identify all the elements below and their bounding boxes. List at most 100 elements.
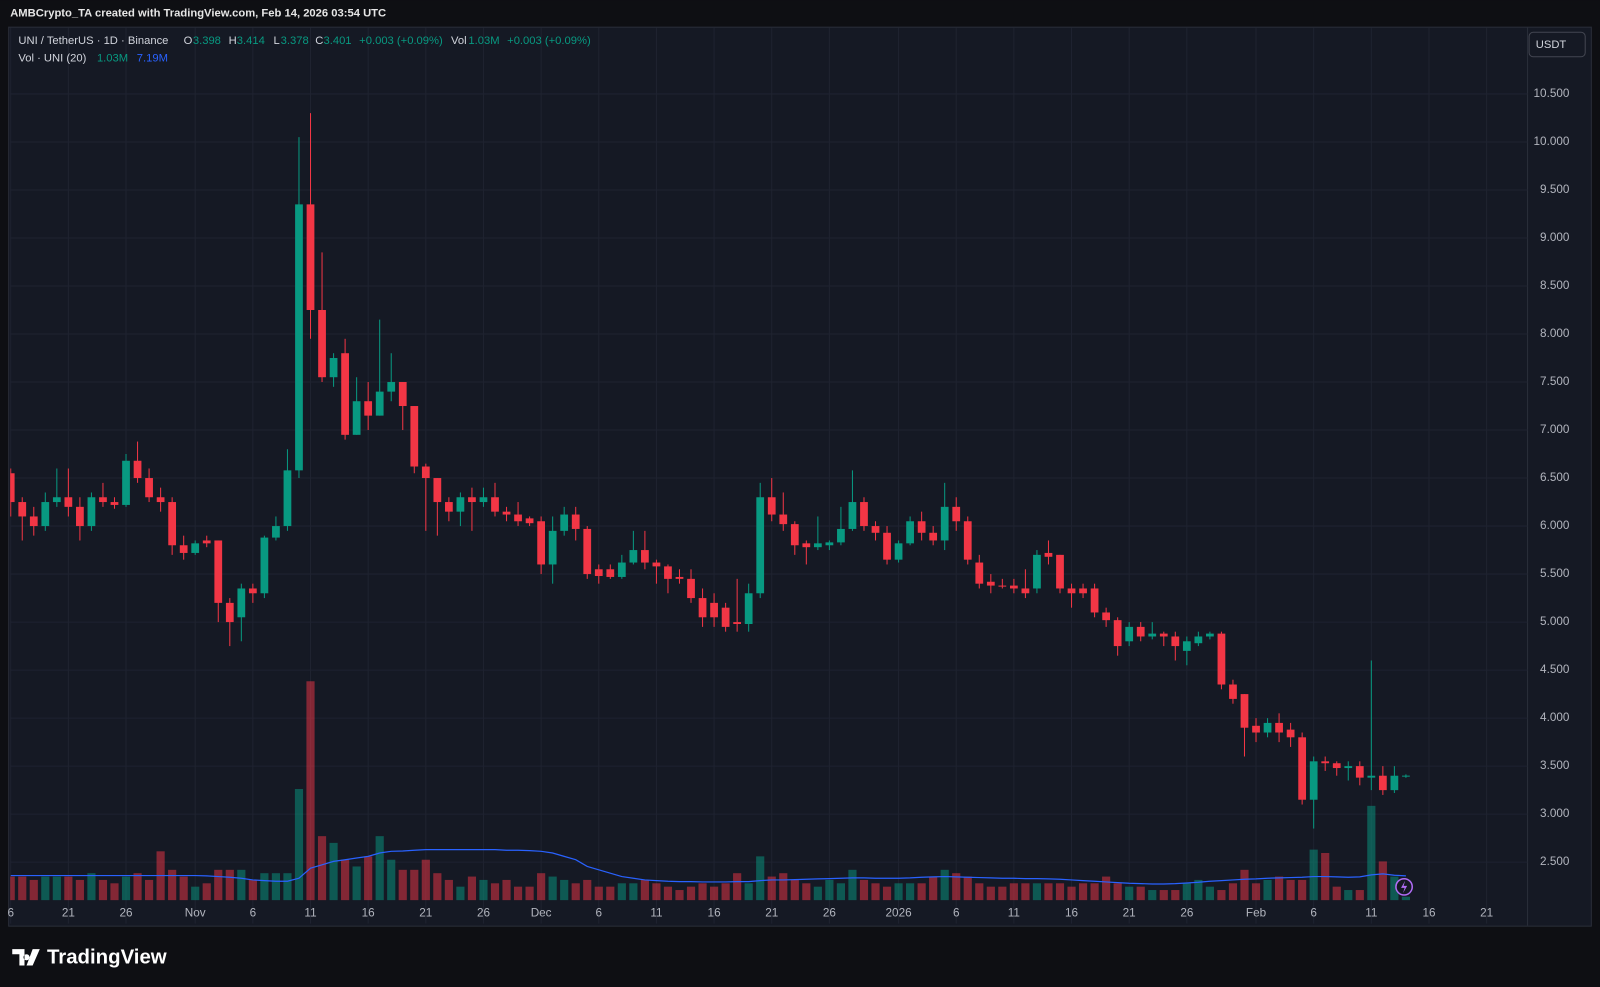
alert-bolt bbox=[1401, 880, 1408, 893]
y-tick-label: 4.500 bbox=[1540, 663, 1570, 676]
volume-bar bbox=[87, 873, 96, 901]
volume-bar bbox=[537, 873, 546, 901]
candle-body bbox=[883, 532, 891, 560]
candle-body bbox=[940, 506, 949, 541]
y-tick-label: 5.000 bbox=[1540, 615, 1570, 628]
candle-body bbox=[1159, 633, 1168, 637]
candle-body bbox=[214, 540, 223, 603]
volume-bar bbox=[975, 883, 984, 901]
candle-body bbox=[237, 588, 246, 618]
candle-body bbox=[1275, 722, 1283, 733]
volume-bar bbox=[1298, 879, 1307, 901]
candle-body bbox=[710, 602, 718, 618]
x-tick-label: 26 bbox=[119, 906, 132, 919]
candle-body bbox=[1171, 636, 1180, 647]
candle-body bbox=[410, 406, 419, 467]
currency-button[interactable] bbox=[1528, 31, 1586, 58]
volume-bar bbox=[906, 883, 915, 901]
candle-body bbox=[260, 537, 269, 594]
volume-bar bbox=[721, 883, 730, 901]
candle-body bbox=[29, 516, 38, 527]
volume-bar bbox=[433, 873, 442, 901]
candle-body bbox=[133, 460, 142, 479]
volume-bar bbox=[652, 883, 661, 901]
volume-bar bbox=[836, 883, 845, 901]
candle-body bbox=[825, 542, 834, 546]
candle-body bbox=[1286, 729, 1295, 738]
y-tick-label: 5.500 bbox=[1540, 567, 1570, 580]
candle-body bbox=[1148, 633, 1157, 637]
volume-bar bbox=[1251, 883, 1261, 901]
y-tick-label: 7.000 bbox=[1540, 423, 1570, 436]
x-tick-label: 6 bbox=[1310, 906, 1317, 919]
volume-bar bbox=[560, 879, 569, 901]
volume-bar bbox=[502, 879, 511, 901]
x-tick-label: 11 bbox=[650, 906, 662, 919]
x-tick-label: 16 bbox=[1065, 906, 1078, 919]
volume-bar bbox=[1032, 883, 1042, 901]
y-tick-label: 8.000 bbox=[1540, 327, 1570, 340]
volume-bar bbox=[594, 886, 603, 901]
candle-body bbox=[548, 530, 557, 565]
volume-bar bbox=[375, 836, 384, 901]
low-label: L bbox=[273, 35, 279, 47]
volume-bar bbox=[1159, 890, 1168, 901]
candle-body bbox=[906, 521, 914, 544]
candle-body bbox=[283, 470, 292, 527]
volume-bar bbox=[1148, 890, 1157, 901]
candle-body bbox=[860, 502, 868, 527]
volume-bar bbox=[1378, 861, 1387, 901]
credit: AMBCrypto_TA created with TradingView.co… bbox=[10, 7, 386, 19]
volume-bar bbox=[306, 681, 315, 901]
candle-body bbox=[433, 478, 442, 503]
candle-body bbox=[1263, 722, 1272, 733]
candle-body bbox=[1067, 588, 1076, 594]
candle-body bbox=[375, 391, 384, 416]
candle-body bbox=[225, 602, 234, 623]
volume-bar bbox=[617, 883, 626, 901]
volume-bar bbox=[1067, 886, 1076, 901]
volume-bar bbox=[1136, 886, 1145, 901]
volume-bar bbox=[848, 869, 857, 901]
x-tick-label: 26 bbox=[823, 906, 836, 919]
x-tick-label: 21 bbox=[765, 906, 778, 919]
volume-bar bbox=[1078, 883, 1088, 901]
x-tick-label: 21 bbox=[419, 906, 432, 919]
volume-bar bbox=[1228, 883, 1238, 901]
candle-body bbox=[721, 607, 730, 627]
candle-body bbox=[537, 521, 545, 565]
x-tick-label: 6 bbox=[596, 906, 603, 919]
volume-bar bbox=[1009, 883, 1018, 901]
candle-body bbox=[767, 497, 776, 515]
x-tick-label: 6 bbox=[250, 906, 257, 919]
candle-body bbox=[1079, 588, 1087, 594]
candle-body bbox=[560, 514, 569, 531]
candle-body bbox=[1056, 554, 1064, 589]
candle-body bbox=[1321, 761, 1330, 764]
volume-bar bbox=[1355, 890, 1364, 901]
volume-bar bbox=[1182, 883, 1191, 901]
volume-bar bbox=[733, 873, 742, 901]
volume-bar bbox=[41, 876, 50, 901]
volume-bar bbox=[963, 876, 972, 901]
volume-bar bbox=[18, 876, 27, 901]
candle-body bbox=[1010, 585, 1018, 589]
candle-body bbox=[191, 543, 200, 553]
indicator-ma: 7.19M bbox=[137, 52, 168, 64]
candle-body bbox=[514, 514, 522, 522]
volume-bar bbox=[52, 876, 61, 901]
volume-bar bbox=[317, 836, 327, 901]
candle-body bbox=[1378, 775, 1387, 791]
candle-body bbox=[1309, 761, 1318, 800]
candle-body bbox=[641, 550, 649, 563]
volume-change: +0.003 (+0.09%) bbox=[507, 35, 591, 47]
candle-body bbox=[1136, 626, 1145, 637]
volume-bar bbox=[341, 859, 350, 901]
candle-body bbox=[248, 588, 257, 594]
volume-bar bbox=[364, 856, 373, 901]
volume-bar bbox=[64, 876, 73, 901]
y-tick-label: 7.500 bbox=[1540, 375, 1570, 388]
axes: 2.500 3.000 3.500 4.000 4.500 5.000 5.500 6.000… bbox=[7, 87, 1569, 919]
candle-body bbox=[41, 502, 50, 527]
candle-body bbox=[871, 526, 880, 533]
